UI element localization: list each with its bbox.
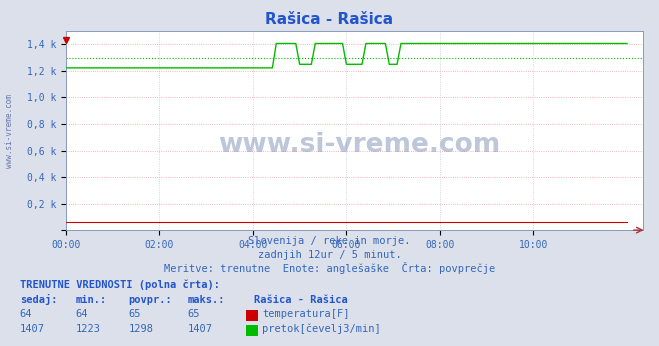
- Text: www.si-vreme.com: www.si-vreme.com: [5, 94, 14, 169]
- Text: www.si-vreme.com: www.si-vreme.com: [218, 132, 500, 158]
- Text: povpr.:: povpr.:: [129, 295, 172, 305]
- Text: 1298: 1298: [129, 324, 154, 334]
- Text: TRENUTNE VREDNOSTI (polna črta):: TRENUTNE VREDNOSTI (polna črta):: [20, 279, 219, 290]
- Text: 1407: 1407: [20, 324, 45, 334]
- Text: 65: 65: [129, 309, 141, 319]
- Text: zadnjih 12ur / 5 minut.: zadnjih 12ur / 5 minut.: [258, 250, 401, 260]
- Text: temperatura[F]: temperatura[F]: [262, 309, 350, 319]
- Text: 1223: 1223: [76, 324, 101, 334]
- Text: 65: 65: [188, 309, 200, 319]
- Text: 1407: 1407: [188, 324, 213, 334]
- Text: Rašica - Rašica: Rašica - Rašica: [254, 295, 347, 305]
- Text: pretok[čevelj3/min]: pretok[čevelj3/min]: [262, 324, 381, 334]
- Text: Slovenija / reke in morje.: Slovenija / reke in morje.: [248, 236, 411, 246]
- Text: 64: 64: [76, 309, 88, 319]
- Text: maks.:: maks.:: [188, 295, 225, 305]
- Text: Meritve: trenutne  Enote: anglešaške  Črta: povprečje: Meritve: trenutne Enote: anglešaške Črta…: [164, 262, 495, 274]
- Text: min.:: min.:: [76, 295, 107, 305]
- Text: sedaj:: sedaj:: [20, 294, 57, 305]
- Text: Rašica - Rašica: Rašica - Rašica: [266, 12, 393, 27]
- Text: 64: 64: [20, 309, 32, 319]
